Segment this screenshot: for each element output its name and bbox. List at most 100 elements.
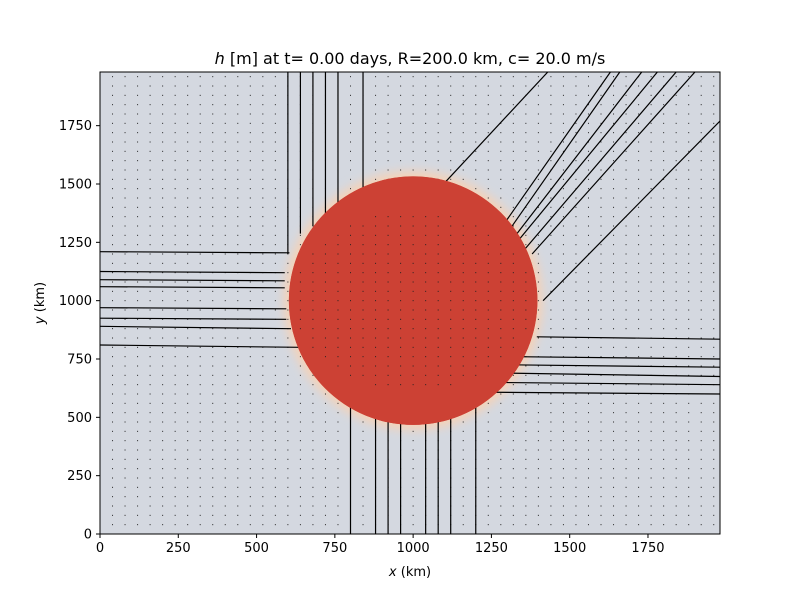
grid-dot [299,440,301,442]
grid-dot [562,104,564,106]
grid-dot [149,178,151,180]
grid-dot [575,178,577,180]
grid-dot [137,496,139,498]
grid-dot [613,160,615,162]
grid-dot [187,440,189,442]
grid-dot [575,132,577,134]
grid-dot [550,122,552,124]
grid-dot [249,76,251,78]
grid-dot [212,104,214,106]
grid-dot [124,402,126,404]
grid-dot [487,94,489,96]
grid-dot [387,318,389,320]
grid-dot [212,281,214,283]
grid-dot [124,524,126,526]
grid-dot [375,374,377,376]
grid-dot [675,94,677,96]
contour-lines [100,72,720,534]
grid-dot [287,477,289,479]
grid-dot [337,356,339,358]
grid-dot [199,309,201,311]
grid-dot [137,234,139,236]
grid-dot [450,132,452,134]
grid-dot [199,505,201,507]
grid-dot [249,309,251,311]
grid-dot [700,160,702,162]
grid-dot [187,430,189,432]
grid-dot [487,272,489,274]
grid-dot [162,300,164,302]
grid-dot [174,206,176,208]
grid-dot [162,514,164,516]
grid-dot [500,141,502,143]
grid-dot [500,393,502,395]
x-tick-label: 250 [166,541,191,556]
chart-title: h [m] at t= 0.00 days, R=200.0 km, c= 20… [215,49,606,68]
grid-dot [237,505,239,507]
grid-dot [224,132,226,134]
grid-dot [237,514,239,516]
grid-dot [700,430,702,432]
grid-dot [412,150,414,152]
grid-dot [713,132,715,134]
grid-dot [600,244,602,246]
grid-dot [350,253,352,255]
grid-dot [312,524,314,526]
grid-dot [262,524,264,526]
grid-dot [174,281,176,283]
grid-dot [512,402,514,404]
grid-dot [162,94,164,96]
grid-dot [525,514,527,516]
x-tick-label: 1250 [475,541,508,556]
grid-dot [112,514,114,516]
grid-dot [550,449,552,451]
grid-dot [600,486,602,488]
grid-dot [262,281,264,283]
grid-dot [600,356,602,358]
y-tick-label: 1000 [59,294,92,309]
grid-dot [274,374,276,376]
grid-dot [700,216,702,218]
grid-dot [587,290,589,292]
grid-dot [550,253,552,255]
grid-dot [688,440,690,442]
grid-dot [137,141,139,143]
grid-dot [500,309,502,311]
grid-dot [700,365,702,367]
grid-dot [500,244,502,246]
grid-dot [212,328,214,330]
grid-dot [675,458,677,460]
grid-dot [675,496,677,498]
grid-dot [112,421,114,423]
grid-dot [337,421,339,423]
grid-dot [587,412,589,414]
grid-dot [500,402,502,404]
grid-dot [562,94,564,96]
grid-dot [299,374,301,376]
grid-dot [550,458,552,460]
grid-dot [249,477,251,479]
grid-dot [700,272,702,274]
grid-dot [274,94,276,96]
grid-dot [174,113,176,115]
grid-dot [299,505,301,507]
grid-dot [237,374,239,376]
grid-dot [324,505,326,507]
grid-dot [650,150,652,152]
grid-dot [362,337,364,339]
grid-dot [625,94,627,96]
grid-dot [375,76,377,78]
grid-dot [375,104,377,106]
grid-dot [375,225,377,227]
grid-dot [575,113,577,115]
grid-dot [650,356,652,358]
grid-dot [425,318,427,320]
grid-dot [487,290,489,292]
grid-dot [187,132,189,134]
grid-dot [187,468,189,470]
grid-dot [425,234,427,236]
grid-dot [713,514,715,516]
grid-dot [675,150,677,152]
grid-dot [162,216,164,218]
grid-dot [174,477,176,479]
